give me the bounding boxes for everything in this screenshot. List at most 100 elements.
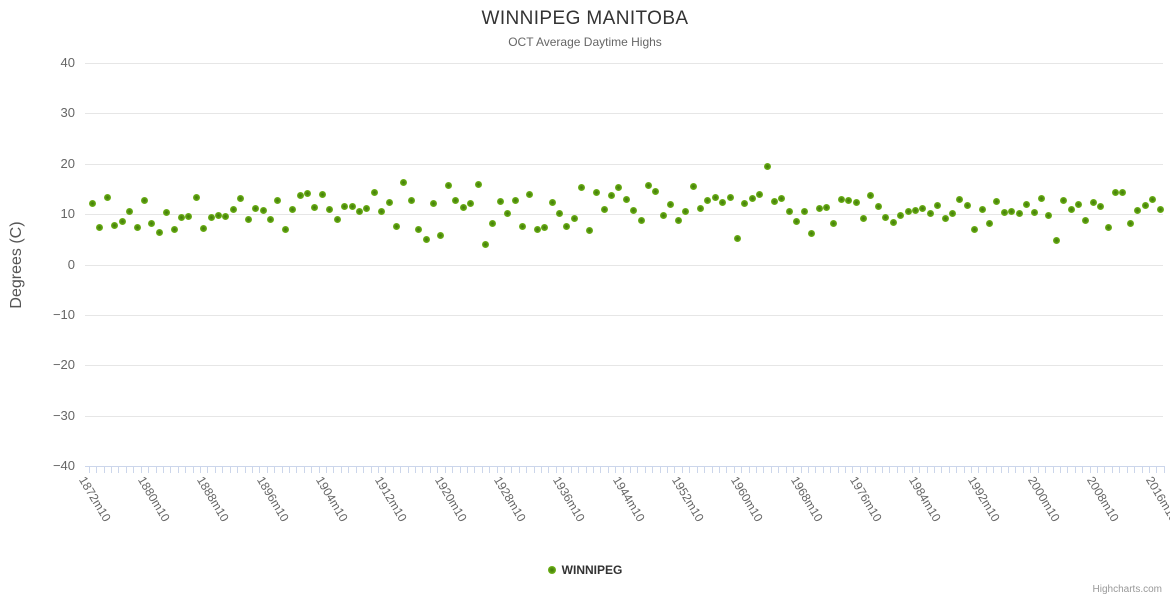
data-point[interactable] bbox=[948, 210, 956, 218]
data-point[interactable] bbox=[630, 207, 638, 215]
data-point[interactable] bbox=[348, 202, 356, 210]
data-point[interactable] bbox=[103, 193, 111, 201]
data-point[interactable] bbox=[326, 205, 334, 213]
data-point[interactable] bbox=[400, 178, 408, 186]
data-point[interactable] bbox=[526, 191, 534, 198]
data-point[interactable] bbox=[148, 220, 156, 228]
data-point[interactable] bbox=[874, 202, 882, 210]
data-point[interactable] bbox=[304, 189, 311, 197]
data-point[interactable] bbox=[481, 240, 489, 248]
data-point[interactable] bbox=[467, 200, 475, 207]
data-point[interactable] bbox=[837, 195, 845, 203]
data-point[interactable] bbox=[504, 210, 512, 218]
data-point[interactable] bbox=[1134, 207, 1142, 215]
data-point[interactable] bbox=[111, 222, 119, 230]
data-point[interactable] bbox=[570, 215, 578, 223]
data-point[interactable] bbox=[1126, 220, 1134, 228]
data-point[interactable] bbox=[911, 206, 919, 214]
data-point[interactable] bbox=[934, 201, 942, 209]
data-point[interactable] bbox=[1052, 236, 1060, 244]
data-point[interactable] bbox=[956, 196, 964, 203]
data-point[interactable] bbox=[430, 199, 437, 207]
data-point[interactable] bbox=[415, 226, 423, 234]
data-point[interactable] bbox=[993, 197, 1001, 205]
data-point[interactable] bbox=[244, 216, 252, 224]
data-point[interactable] bbox=[926, 210, 934, 218]
data-point[interactable] bbox=[333, 216, 341, 224]
data-point[interactable] bbox=[96, 224, 104, 232]
data-point[interactable] bbox=[474, 180, 482, 188]
data-point[interactable] bbox=[904, 207, 912, 215]
data-point[interactable] bbox=[711, 193, 719, 201]
data-point[interactable] bbox=[622, 195, 630, 203]
data-point[interactable] bbox=[378, 207, 386, 215]
data-point[interactable] bbox=[771, 197, 778, 205]
data-point[interactable] bbox=[748, 194, 756, 202]
data-point[interactable] bbox=[170, 226, 178, 234]
data-point[interactable] bbox=[1149, 195, 1157, 203]
data-point[interactable] bbox=[215, 212, 222, 220]
data-point[interactable] bbox=[385, 198, 393, 206]
data-point[interactable] bbox=[645, 182, 652, 190]
data-point[interactable] bbox=[808, 230, 816, 238]
data-point[interactable] bbox=[363, 204, 371, 212]
data-point[interactable] bbox=[585, 226, 593, 234]
data-point[interactable] bbox=[845, 197, 853, 204]
data-point[interactable] bbox=[1082, 217, 1090, 225]
data-point[interactable] bbox=[593, 189, 601, 196]
data-point[interactable] bbox=[281, 226, 289, 234]
data-point[interactable] bbox=[1141, 201, 1149, 209]
data-point[interactable] bbox=[407, 196, 415, 204]
data-point[interactable] bbox=[704, 196, 712, 204]
data-point[interactable] bbox=[1023, 200, 1031, 208]
data-point[interactable] bbox=[667, 201, 675, 209]
data-point[interactable] bbox=[882, 213, 890, 221]
data-point[interactable] bbox=[237, 194, 245, 202]
data-point[interactable] bbox=[185, 213, 193, 221]
data-point[interactable] bbox=[318, 191, 326, 198]
data-point[interactable] bbox=[519, 222, 526, 230]
data-point[interactable] bbox=[1008, 207, 1016, 215]
data-point[interactable] bbox=[556, 210, 563, 218]
data-point[interactable] bbox=[489, 220, 497, 228]
data-point[interactable] bbox=[1045, 211, 1053, 219]
data-point[interactable] bbox=[207, 214, 215, 222]
data-point[interactable] bbox=[1060, 197, 1068, 204]
data-point[interactable] bbox=[341, 202, 348, 210]
data-point[interactable] bbox=[1000, 209, 1008, 217]
data-point[interactable] bbox=[89, 200, 96, 207]
data-point[interactable] bbox=[222, 212, 230, 220]
data-point[interactable] bbox=[726, 193, 734, 201]
data-point[interactable] bbox=[1156, 206, 1164, 214]
data-point[interactable] bbox=[296, 192, 304, 199]
data-point[interactable] bbox=[1104, 224, 1112, 232]
data-point[interactable] bbox=[689, 182, 697, 190]
data-point[interactable] bbox=[140, 196, 148, 204]
data-point[interactable] bbox=[1030, 208, 1038, 216]
data-point[interactable] bbox=[637, 216, 645, 224]
data-point[interactable] bbox=[867, 192, 875, 199]
data-point[interactable] bbox=[719, 198, 727, 206]
data-point[interactable] bbox=[355, 207, 363, 215]
data-point[interactable] bbox=[118, 218, 126, 226]
data-point[interactable] bbox=[578, 183, 586, 191]
data-point[interactable] bbox=[682, 207, 690, 215]
legend-item-winnipeg[interactable]: WINNIPEG bbox=[547, 563, 622, 577]
data-point[interactable] bbox=[133, 224, 141, 232]
data-point[interactable] bbox=[259, 206, 267, 214]
data-point[interactable] bbox=[1067, 206, 1075, 214]
data-point[interactable] bbox=[311, 203, 319, 211]
data-point[interactable] bbox=[785, 207, 793, 215]
data-point[interactable] bbox=[274, 196, 282, 204]
data-point[interactable] bbox=[252, 204, 260, 212]
data-point[interactable] bbox=[1015, 210, 1023, 218]
data-point[interactable] bbox=[266, 215, 274, 223]
data-point[interactable] bbox=[370, 189, 378, 196]
data-point[interactable] bbox=[889, 219, 897, 227]
data-point[interactable] bbox=[1097, 202, 1105, 210]
data-point[interactable] bbox=[963, 202, 971, 210]
data-point[interactable] bbox=[741, 199, 749, 207]
data-point[interactable] bbox=[163, 208, 171, 216]
data-point[interactable] bbox=[986, 219, 993, 227]
data-point[interactable] bbox=[1119, 189, 1127, 196]
